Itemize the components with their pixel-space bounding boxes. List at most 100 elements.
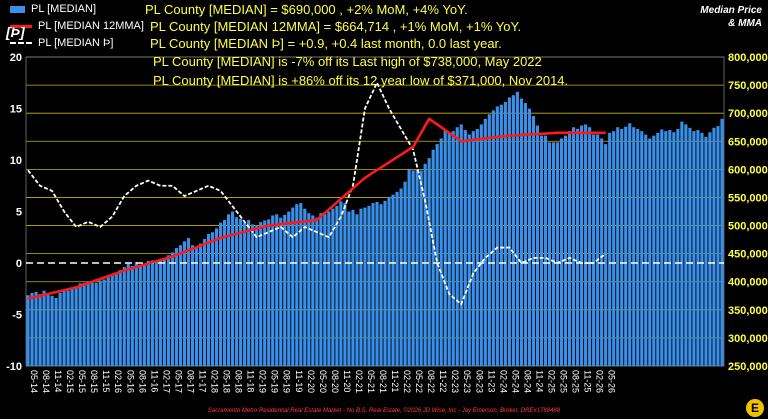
x-tick-label: 05-23 [462,370,472,393]
bar-median [267,219,271,366]
x-tick-label: 02-17 [161,370,171,393]
bar-median [559,138,564,366]
bar-median [194,246,199,366]
series-line-deriv [27,80,607,306]
left-tick-label: 0 [16,258,22,270]
right-tick-label: 450,000 [728,249,768,261]
x-tick-label: 11-18 [246,370,256,392]
bar-median [535,125,540,367]
bar-median [70,287,74,366]
x-tick-label: 08-24 [522,370,532,393]
bar-median [515,91,519,366]
bar-median [255,225,259,366]
bar-median [644,134,648,366]
bar-median [507,97,511,366]
bar-median [411,170,415,366]
left-tick-label: 10 [10,155,22,167]
bar-median [311,215,315,366]
plot-frame [25,56,725,367]
bar-median [612,131,616,366]
bar-median [567,131,572,366]
legend-label-ma: PL [MEDIAN 12MMA] [38,20,144,32]
bar-median [178,245,183,366]
right-tick-label: 800,000 [728,52,768,64]
annotation-low: PL County [MEDIAN] is +86% off its 12 ye… [153,73,569,88]
bar-median [319,213,323,366]
bar-median [114,273,118,366]
bar-median [471,131,475,366]
bar-median [419,170,423,366]
bar-median [347,211,351,366]
bar-median [547,142,552,366]
x-tick-label: 08-25 [571,370,581,393]
right-tick-label: 500,000 [728,221,768,233]
legend-median: PL [MEDIAN] PL County [MEDIAN] = $690,00… [10,1,468,17]
x-tick-label: 11-19 [294,370,304,392]
bar-median [608,132,612,366]
bar-median [247,219,251,366]
bar-median [42,290,46,366]
bar-median [26,295,30,366]
bar-median [600,138,604,366]
bar-median [303,208,307,366]
bar-median [283,214,287,366]
x-tick-label: 11-20 [342,370,352,392]
bar-median [399,188,403,366]
legend-label-deriv: PL [MEDIAN Þ] [38,37,114,49]
bar-median [339,201,343,366]
bar-median [555,142,560,366]
bar-median [251,224,255,366]
bar-median [223,219,227,366]
legend-note-median: PL County [MEDIAN] = $690,000 , +2% MoM,… [145,1,468,17]
bar-median [483,118,487,366]
bar-median [664,131,668,366]
legend-swatch-ma [10,24,32,28]
bar-median [459,124,463,366]
bar-median [323,214,327,366]
bar-median [720,118,724,366]
legend-deriv: PL [MEDIAN Þ] PL County [MEDIAN Þ] = +0.… [10,36,502,51]
bar-median [624,126,628,366]
bar-median [527,108,532,367]
bar-median [210,232,215,366]
bar-median [640,131,644,366]
bar-median [359,208,363,366]
bar-median [190,245,195,366]
x-tick-label: 05-17 [173,370,183,393]
x-tick-label: 11-14 [53,370,63,392]
bar-median [455,127,459,367]
bar-median [331,208,335,366]
bar-median [50,295,54,366]
x-tick-label: 08-17 [185,370,195,393]
bar-median [648,138,652,366]
bar-median [162,258,166,366]
bar-median [596,134,600,366]
bar-median [543,135,548,366]
bar-median [62,289,66,366]
bar-median [259,222,263,366]
bar-median [34,291,38,366]
bar-median [491,110,495,366]
legend-swatch-deriv [10,42,32,44]
bar-median [688,127,692,366]
x-tick-label: 05-24 [510,370,520,393]
bar-median [660,129,664,366]
bar-median [275,214,279,366]
x-tick-label: 11-15 [101,370,111,392]
right-tick-label: 400,000 [728,277,768,289]
bar-median [142,263,146,366]
bar-median [235,217,239,366]
bar-median [379,204,383,366]
bar-median [134,262,138,366]
bar-median [138,264,142,366]
x-tick-label: 05-15 [77,370,87,393]
right-tick-label: 250,000 [728,361,768,373]
x-tick-label: 08-14 [41,370,51,393]
right-tick-label: 350,000 [728,305,768,317]
bar-median [523,103,527,366]
bar-median [447,132,451,366]
legend-note-ma: PL County [MEDIAN 12MMA] = $664,714 , +1… [150,18,522,34]
bar-median [202,239,207,366]
bar-median [198,243,203,366]
bar-median [287,211,291,366]
